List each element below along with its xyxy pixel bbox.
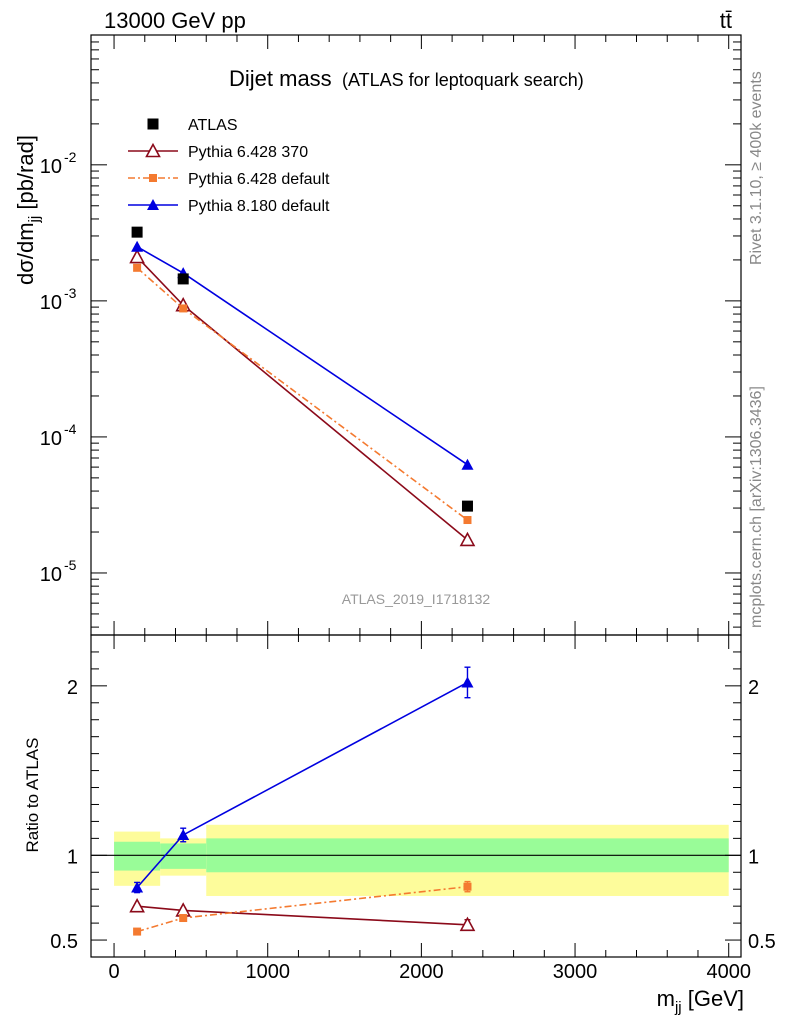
ratio-frame bbox=[90, 634, 742, 958]
ratio-point-2-0 bbox=[131, 881, 144, 893]
ratio-ylabel: Ratio to ATLAS bbox=[23, 738, 42, 853]
main-point-1-2 bbox=[459, 531, 476, 547]
ratio-panel: 0.5 0.5 1 1 2 2 0 1000 2000 3000 4000 Ratio to ATL… bbox=[23, 634, 776, 1016]
xtick-label-3: 3000 bbox=[553, 961, 598, 983]
xtick-label-4: 4000 bbox=[706, 961, 751, 983]
legend-label-1: Pythia 6.428 370 bbox=[188, 144, 308, 161]
legend-marker-2 bbox=[149, 174, 157, 182]
ratio-ytick-label-right-0: 0.5 bbox=[748, 931, 776, 953]
rivet-label: Rivet 3.1.10, ≥ 400k events bbox=[748, 71, 765, 265]
legend-marker-3 bbox=[147, 199, 159, 210]
watermark: ATLAS_2019_I1718132 bbox=[342, 591, 491, 607]
main-point-3-0 bbox=[131, 240, 144, 252]
legend-marker-1 bbox=[145, 142, 161, 158]
main-point-0-2 bbox=[461, 500, 473, 512]
main-point-2-1 bbox=[179, 304, 188, 313]
ratio-point-1-1 bbox=[179, 914, 188, 923]
main-ytick-exp-2: -4 bbox=[64, 421, 77, 437]
xtick-label-2: 2000 bbox=[399, 961, 444, 983]
main-panel: 10-210-310-410-5 Dijet mass (ATLAS for l… bbox=[13, 34, 742, 636]
main-point-2-0 bbox=[133, 263, 142, 272]
ratio-ytick-label-1: 1 bbox=[67, 846, 78, 868]
main-ytick-exp-0: -2 bbox=[64, 149, 77, 165]
main-point-0-0 bbox=[131, 226, 143, 238]
main-ytick-label-3: 10 bbox=[40, 564, 62, 586]
main-point-1-0 bbox=[129, 248, 145, 264]
legend-label-2: Pythia 6.428 default bbox=[188, 171, 330, 188]
ratio-ytick-label-right-1: 1 bbox=[748, 846, 759, 868]
main-ytick-label-1: 10 bbox=[40, 292, 62, 314]
band-inner-1 bbox=[160, 843, 207, 869]
main-ytick-exp-1: -3 bbox=[64, 285, 77, 301]
mcplots-label: mcplots.cern.ch [arXiv:1306.3436] bbox=[748, 386, 765, 628]
ratio-ytick-label-2: 2 bbox=[67, 677, 78, 699]
ratio-point-1-2 bbox=[463, 882, 472, 891]
ratio-point-1-0 bbox=[133, 927, 142, 936]
main-point-0-1 bbox=[177, 273, 189, 285]
main-line-1 bbox=[136, 256, 468, 541]
chart-subtitle: (ATLAS for leptoquark search) bbox=[342, 70, 584, 90]
chart-title: Dijet mass bbox=[229, 66, 332, 91]
ratio-point-2-1 bbox=[177, 828, 190, 840]
band-inner-0 bbox=[114, 841, 161, 871]
x-axis-label: mjj [GeV] bbox=[657, 986, 744, 1016]
xtick-label-1: 1000 bbox=[245, 961, 290, 983]
ratio-point-0-0 bbox=[129, 897, 145, 913]
main-ytick-label-2: 10 bbox=[40, 428, 62, 450]
main-ytick-label-0: 10 bbox=[40, 156, 62, 178]
header-right: tt̄ bbox=[720, 8, 732, 33]
ratio-ytick-label-0: 0.5 bbox=[50, 931, 78, 953]
main-ylabel: dσ/dmjj [pb/rad] bbox=[13, 135, 43, 285]
legend-label-0: ATLAS bbox=[188, 117, 238, 134]
ratio-ytick-label-right-2: 2 bbox=[748, 677, 759, 699]
ratio-point-2-2 bbox=[461, 676, 474, 688]
legend-marker-0 bbox=[147, 118, 159, 130]
legend-label-3: Pythia 8.180 default bbox=[188, 198, 330, 215]
legend: ATLAS Pythia 6.428 370 Pythia 6.428 defaul… bbox=[128, 117, 330, 215]
xtick-label-0: 0 bbox=[108, 961, 119, 983]
main-point-3-2 bbox=[461, 458, 474, 470]
header-left: 13000 GeV pp bbox=[104, 8, 246, 33]
main-ytick-exp-3: -5 bbox=[64, 557, 77, 573]
ratio-point-0-2 bbox=[459, 916, 476, 932]
main-point-2-2 bbox=[463, 516, 472, 525]
